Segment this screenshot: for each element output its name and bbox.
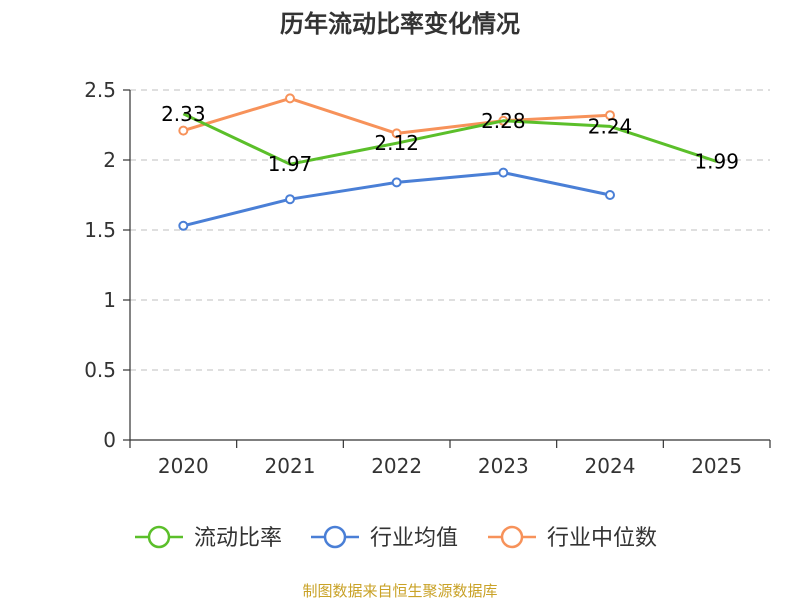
data-point-1[interactable] <box>178 220 189 231</box>
chart-title: 历年流动比率变化情况 <box>280 10 520 38</box>
legend-label: 行业中位数 <box>547 526 657 551</box>
y-tick-label: 2.5 <box>84 78 116 102</box>
legend-item-2[interactable]: 行业中位数 <box>488 525 657 551</box>
data-label: 1.99 <box>694 149 739 173</box>
x-tick-label: 2022 <box>371 454 422 478</box>
y-tick-label: 2 <box>103 148 116 172</box>
legend-marker-icon <box>323 525 347 549</box>
y-tick-label: 0.5 <box>84 358 116 382</box>
legend-label: 流动比率 <box>194 526 282 551</box>
grid-lines <box>130 89 770 371</box>
x-tick-label: 2025 <box>691 454 742 478</box>
data-point-2[interactable] <box>285 93 295 104</box>
data-point-1[interactable] <box>605 190 615 200</box>
series-line-0 <box>182 112 718 166</box>
data-label: 2.12 <box>374 131 419 155</box>
legend-item-0[interactable]: 流动比率 <box>135 525 282 551</box>
data-label: 1.97 <box>268 152 313 176</box>
x-tick-label: 2021 <box>265 454 316 478</box>
legend[interactable]: 流动比率 行业均值 行业中位数 <box>135 525 657 551</box>
legend-label: 行业均值 <box>370 526 458 551</box>
data-labels: 2.33 1.97 2.12 2.28 2.24 1.99 <box>161 102 739 176</box>
y-tick-label: 1 <box>103 288 116 312</box>
source-note: 制图数据来自恒生聚源数据库 <box>302 582 497 600</box>
data-label: 2.33 <box>161 102 206 126</box>
legend-marker-icon <box>500 525 524 549</box>
x-tick-label: 2023 <box>478 454 529 478</box>
legend-item-1[interactable]: 行业均值 <box>311 525 458 551</box>
y-tick-label: 0 <box>103 428 116 452</box>
legend-marker-icon <box>147 525 171 549</box>
data-point-2[interactable] <box>605 110 615 121</box>
data-point-2[interactable] <box>178 125 189 136</box>
series-lines <box>178 93 718 231</box>
data-point-1[interactable] <box>285 194 295 205</box>
x-tick-label: 2020 <box>158 454 209 478</box>
data-point-2[interactable] <box>391 128 402 139</box>
x-tick-label: 2024 <box>585 454 636 478</box>
data-point-1[interactable] <box>391 177 402 188</box>
data-label: 2.28 <box>481 109 526 133</box>
data-label: 2.24 <box>588 114 633 138</box>
series-line-2 <box>182 96 611 135</box>
data-point-1[interactable] <box>498 167 509 178</box>
axes: 0 0.5 1 1.5 2 2.5 2020 2021 2022 2023 2024 2025 <box>84 78 771 478</box>
y-tick-label: 1.5 <box>84 218 116 242</box>
